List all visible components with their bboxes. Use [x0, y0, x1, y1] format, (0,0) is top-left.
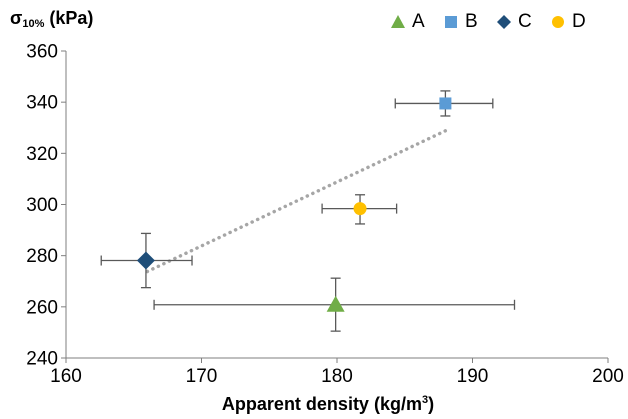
x-tick-label: 200: [592, 366, 624, 387]
y-tick-label: 240: [26, 349, 58, 370]
y-tick-label: 340: [26, 93, 58, 114]
legend-label-a: A: [412, 11, 425, 32]
x-tick-label: 190: [457, 366, 489, 387]
point-a: [326, 295, 345, 312]
legend-label-d: D: [571, 11, 586, 32]
x-tick-label: 180: [321, 366, 353, 387]
point-d: [353, 202, 367, 216]
legend-item-a: A: [391, 11, 425, 33]
legend-square-b: [444, 15, 457, 28]
legend-item-b: B: [444, 11, 478, 33]
legend-label-b: B: [464, 11, 478, 32]
legend-circle-d: [551, 15, 564, 28]
x-tick-label: 170: [186, 366, 218, 387]
point-c: [136, 251, 155, 270]
y-tick-label: 280: [26, 246, 58, 267]
legend-item-d: D: [551, 11, 586, 33]
legend-marker-a: [391, 14, 405, 28]
legend-marker-d: [551, 15, 564, 28]
x-tick-label: 160: [50, 366, 82, 387]
legend: A B C D: [391, 11, 600, 33]
y-tick-label: 300: [26, 195, 58, 216]
legend-triangle-a: [391, 14, 405, 28]
legend-label-c: C: [517, 11, 532, 32]
y-tick-label: 260: [26, 297, 58, 318]
legend-marker-c: [496, 14, 511, 29]
point-b: [439, 97, 452, 110]
y-axis-title: σ10% (kPa): [10, 8, 94, 30]
x-axis-title: Apparent density (kg/m3): [221, 394, 435, 414]
y-tick-label: 360: [26, 42, 58, 63]
y-tick-label: 320: [26, 144, 58, 165]
legend-item-c: C: [496, 11, 532, 33]
legend-diamond-c: [496, 14, 511, 29]
legend-marker-b: [444, 15, 457, 28]
trendline: [145, 129, 448, 274]
